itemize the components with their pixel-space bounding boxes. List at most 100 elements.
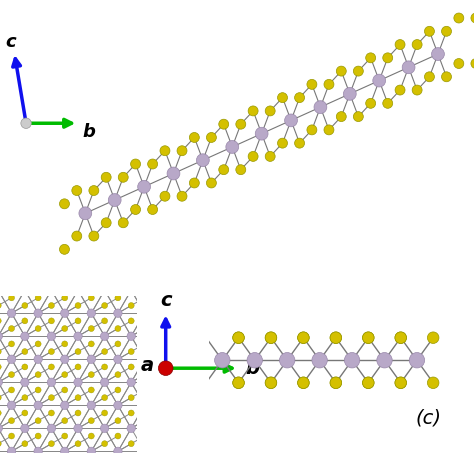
Circle shape — [87, 447, 96, 456]
Circle shape — [9, 341, 15, 347]
Circle shape — [60, 199, 70, 209]
Circle shape — [142, 387, 147, 393]
Circle shape — [22, 318, 28, 324]
Circle shape — [140, 309, 149, 318]
Circle shape — [195, 341, 201, 347]
Circle shape — [48, 272, 55, 278]
Circle shape — [101, 395, 108, 401]
Circle shape — [154, 286, 162, 294]
Circle shape — [100, 424, 109, 433]
Circle shape — [215, 353, 230, 368]
Circle shape — [74, 470, 82, 474]
Circle shape — [221, 295, 227, 301]
Circle shape — [226, 141, 239, 154]
Circle shape — [155, 302, 161, 309]
Circle shape — [363, 332, 374, 344]
Circle shape — [383, 99, 392, 109]
Circle shape — [330, 377, 342, 389]
Circle shape — [88, 464, 94, 470]
Circle shape — [160, 191, 170, 201]
Circle shape — [0, 348, 1, 355]
Circle shape — [294, 138, 304, 148]
Circle shape — [48, 348, 55, 355]
Circle shape — [363, 377, 374, 389]
Circle shape — [74, 424, 82, 433]
Circle shape — [395, 377, 407, 389]
Circle shape — [34, 355, 42, 364]
Circle shape — [35, 464, 41, 470]
Circle shape — [236, 119, 246, 129]
Circle shape — [87, 401, 96, 410]
Circle shape — [22, 348, 28, 355]
Circle shape — [180, 286, 189, 294]
Circle shape — [207, 286, 215, 294]
Circle shape — [0, 470, 2, 474]
Circle shape — [412, 85, 422, 95]
Circle shape — [75, 441, 81, 447]
Circle shape — [0, 424, 2, 433]
Circle shape — [74, 332, 82, 340]
Text: c: c — [5, 33, 16, 51]
Circle shape — [61, 355, 69, 364]
Circle shape — [345, 353, 360, 368]
Circle shape — [298, 377, 309, 389]
Circle shape — [155, 395, 161, 401]
Text: c: c — [160, 291, 172, 310]
Circle shape — [265, 106, 275, 116]
Circle shape — [115, 295, 121, 301]
Circle shape — [142, 372, 147, 378]
Text: b: b — [82, 123, 95, 141]
Circle shape — [158, 361, 173, 375]
Circle shape — [294, 93, 304, 103]
Circle shape — [89, 186, 99, 195]
Circle shape — [75, 395, 81, 401]
Circle shape — [115, 341, 121, 347]
Circle shape — [190, 133, 200, 143]
Circle shape — [114, 401, 122, 410]
Circle shape — [454, 13, 464, 23]
Circle shape — [62, 341, 68, 347]
Circle shape — [62, 326, 68, 331]
Circle shape — [402, 61, 415, 74]
Circle shape — [219, 165, 229, 175]
Circle shape — [182, 364, 187, 370]
Circle shape — [167, 167, 180, 180]
Circle shape — [75, 302, 81, 309]
Circle shape — [114, 355, 122, 364]
Circle shape — [47, 378, 55, 386]
Circle shape — [247, 353, 263, 368]
Circle shape — [62, 372, 68, 378]
Circle shape — [62, 418, 68, 424]
Circle shape — [20, 424, 29, 433]
Circle shape — [280, 353, 295, 368]
Circle shape — [193, 309, 202, 318]
Circle shape — [337, 66, 346, 76]
Circle shape — [115, 280, 121, 285]
Circle shape — [373, 74, 386, 87]
Circle shape — [363, 377, 374, 389]
Circle shape — [88, 280, 94, 285]
Circle shape — [115, 372, 121, 378]
Circle shape — [182, 302, 187, 309]
Circle shape — [0, 302, 1, 309]
Circle shape — [208, 272, 214, 278]
Circle shape — [154, 378, 162, 386]
Circle shape — [75, 318, 81, 324]
Circle shape — [62, 295, 68, 301]
Circle shape — [128, 456, 134, 462]
Circle shape — [79, 207, 92, 220]
Circle shape — [471, 59, 474, 68]
Circle shape — [330, 332, 342, 344]
Circle shape — [35, 326, 41, 331]
Circle shape — [101, 348, 108, 355]
Circle shape — [20, 286, 29, 294]
Circle shape — [128, 364, 134, 370]
Circle shape — [47, 470, 55, 474]
Circle shape — [100, 286, 109, 294]
Circle shape — [127, 332, 136, 340]
Circle shape — [330, 377, 342, 389]
Circle shape — [182, 272, 187, 278]
Circle shape — [168, 280, 174, 285]
Circle shape — [155, 272, 161, 278]
Circle shape — [48, 318, 55, 324]
